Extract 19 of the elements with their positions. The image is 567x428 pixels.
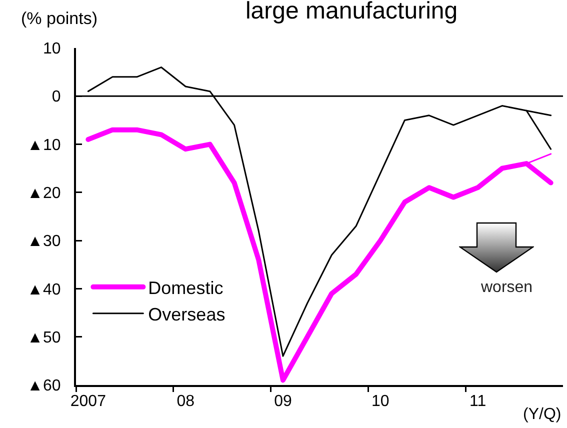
x-tick-label: 10 (371, 393, 390, 410)
y-tick-label: ▲40 (27, 281, 61, 298)
y-tick-label: 0 (52, 88, 61, 106)
x-tick-label: 2007 (70, 393, 106, 410)
x-tick-label: 09 (274, 393, 292, 410)
annotation: worsen (480, 279, 533, 296)
y-axis-title: (% points) (21, 9, 98, 28)
legend-label: Overseas (148, 304, 226, 324)
y-tick-label: ▲60 (27, 378, 61, 395)
x-tick-label: 08 (176, 393, 195, 410)
y-tick-label: ▲30 (27, 233, 61, 250)
y-tick-label: ▲10 (27, 136, 61, 154)
y-tick-label: ▲50 (27, 329, 61, 346)
y-tick-label: 10 (43, 40, 61, 58)
y-tick-label: ▲20 (27, 185, 61, 202)
x-tick-label: 11 (469, 393, 486, 410)
legend-label: Domestic (148, 278, 224, 298)
chart-title: large manufacturing (245, 0, 458, 25)
x-axis-title: (Y/Q) (523, 406, 562, 423)
